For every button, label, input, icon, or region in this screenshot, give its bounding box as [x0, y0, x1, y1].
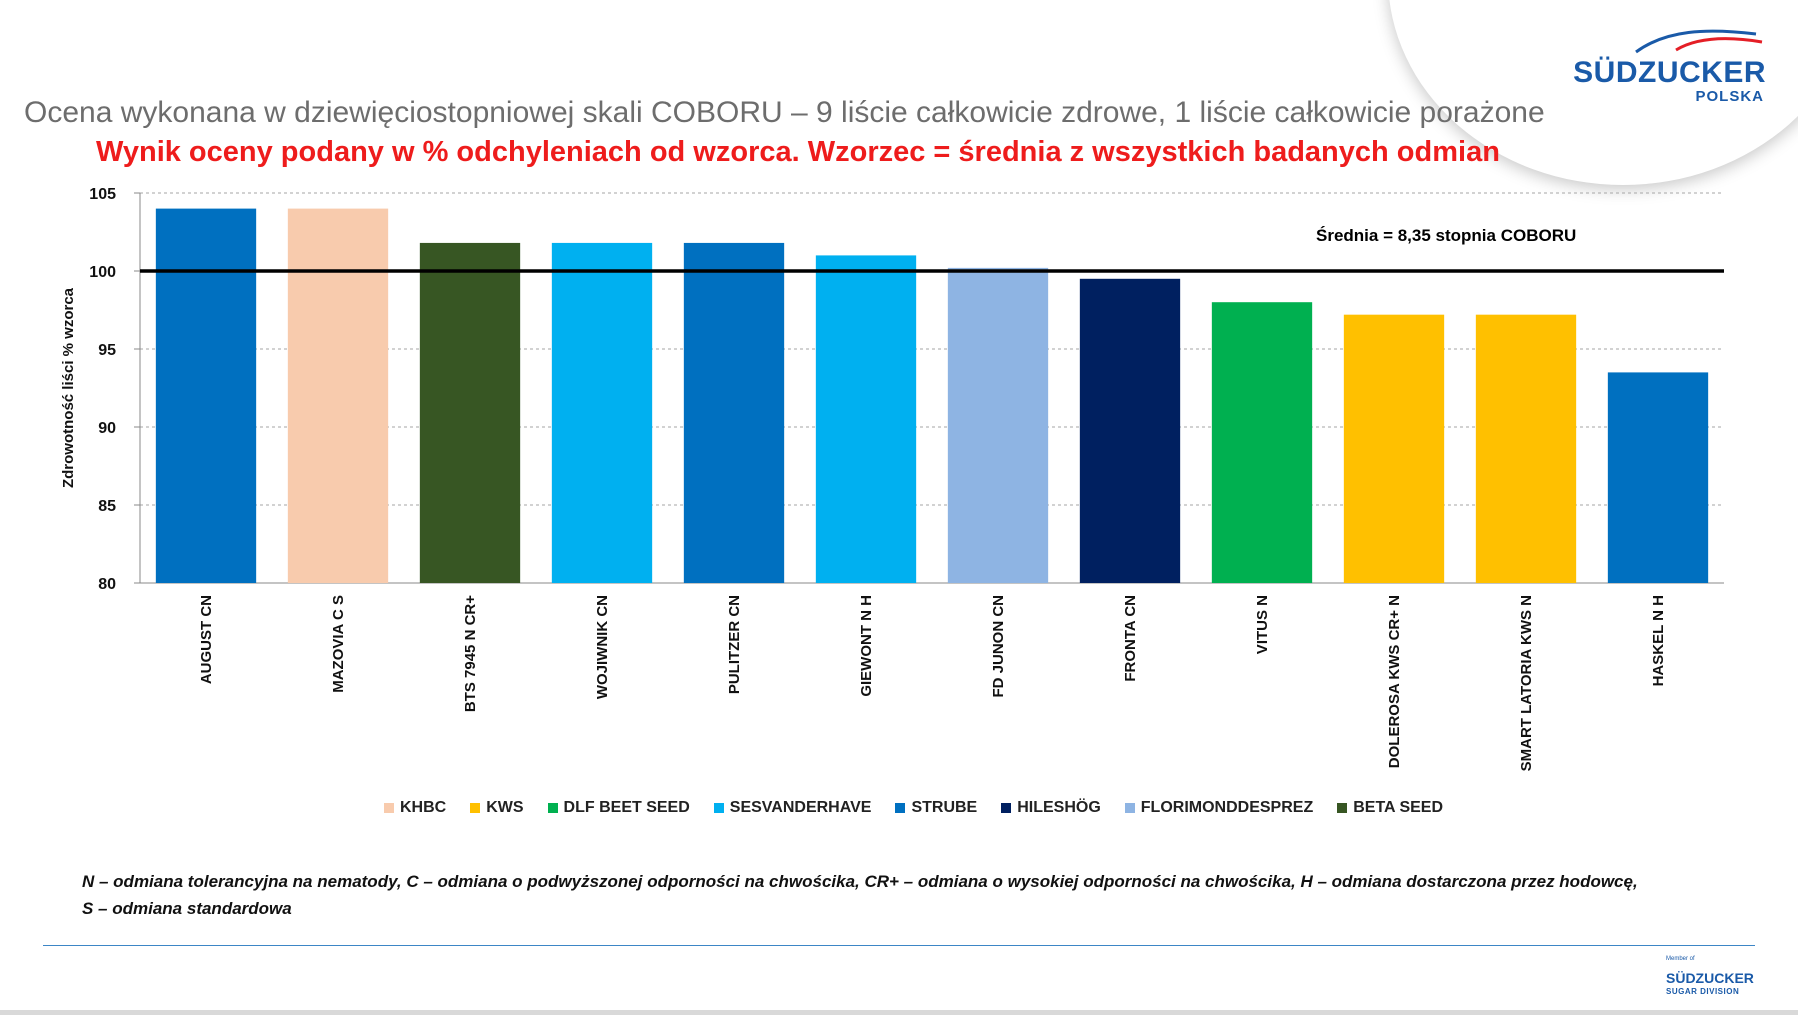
- bar: [947, 267, 1049, 583]
- legend-swatch: [547, 803, 558, 813]
- x-tick-label: BTS 7945 N CR+: [462, 595, 479, 712]
- bar: [287, 208, 389, 583]
- bar: [1475, 314, 1577, 583]
- bar: [815, 255, 917, 583]
- logo-swoosh-icon: [1635, 29, 1763, 54]
- chart-legend: KHBC KWS DLF BEET SEED SESVANDERHAVE STRUBE H…: [384, 799, 1443, 817]
- bar: [1607, 372, 1709, 583]
- logo-bottom-name: SÜDZUCKER: [1666, 970, 1754, 986]
- legend-item: STRUBE: [895, 799, 977, 817]
- bar: [683, 242, 785, 584]
- y-tick-label: 100: [89, 264, 116, 281]
- legend-item: DLF BEET SEED: [547, 799, 690, 817]
- bottom-bar: [0, 1010, 1798, 1015]
- logo-member-text: Member of: [1666, 956, 1695, 962]
- sudzucker-sugar-division-logo: Member of SÜDZUCKER SUGAR DIVISION: [1666, 956, 1756, 1002]
- legend-item: BETA SEED: [1337, 799, 1443, 817]
- y-axis-label: Zdrowotność liści % wzorca: [60, 287, 77, 488]
- y-tick-label: 85: [98, 498, 116, 515]
- reference-line-label: Średnia = 8,35 stopnia COBORU: [1316, 226, 1576, 245]
- x-tick-label: WOJIWNIK CN: [594, 595, 611, 699]
- x-tick-label: SMART LATORIA KWS N: [1518, 595, 1535, 771]
- x-tick-label: AUGUST CN: [198, 595, 215, 684]
- legend-label: KHBC: [400, 799, 447, 816]
- legend-label: HILESHÖG: [1017, 799, 1101, 816]
- x-tick-label: PULITZER CN: [726, 595, 743, 694]
- legend-label: BETA SEED: [1353, 799, 1444, 816]
- footer-divider: [43, 945, 1755, 946]
- legend-swatch: [713, 803, 724, 813]
- legend-swatch: [470, 803, 481, 813]
- sudzucker-polska-logo: SÜDZUCKER POLSKA: [1573, 26, 1766, 105]
- bar: [419, 242, 521, 584]
- y-tick-label: 90: [98, 420, 116, 437]
- legend-label: DLF BEET SEED: [563, 799, 690, 816]
- x-tick-label: DOLEROSA KWS CR+ N: [1386, 595, 1403, 768]
- bar: [155, 208, 257, 583]
- legend-swatch: [384, 803, 394, 813]
- y-tick-label: 105: [89, 186, 116, 203]
- legend-label: STRUBE: [911, 799, 978, 816]
- page-subtitle: Ocena wykonana w dziewięciostopniowej sk…: [24, 96, 1545, 129]
- bar: [1079, 278, 1181, 583]
- legend-item: SESVANDERHAVE: [713, 799, 872, 817]
- logo-name: SÜDZUCKER: [1573, 56, 1766, 89]
- x-tick-label: GIEWONT N H: [858, 595, 875, 697]
- logo-subtitle: POLSKA: [1695, 88, 1764, 105]
- y-tick-label: 80: [98, 576, 116, 593]
- footnote-line-2: S – odmiana standardowa: [82, 899, 292, 918]
- x-tick-label: HASKEL N H: [1650, 595, 1667, 686]
- bar-chart: 80 85 90 95 100 105 Zdrowotność liści % wzorca…: [60, 186, 1724, 771]
- legend-label: FLORIMONDDESPREZ: [1140, 799, 1314, 816]
- x-tick-label: MAZOVIA C S: [330, 595, 347, 693]
- y-tick-label: 95: [98, 342, 116, 359]
- legend-item: KWS: [470, 799, 524, 817]
- legend-swatch: [1124, 803, 1135, 813]
- footnote: N – odmiana tolerancyjna na nematody, C …: [82, 868, 1638, 922]
- legend-item: HILESHÖG: [1001, 799, 1101, 817]
- legend-item: KHBC: [384, 799, 446, 817]
- bar: [1211, 302, 1313, 583]
- legend-item: FLORIMONDDESPREZ: [1124, 799, 1314, 817]
- legend-swatch: [1001, 803, 1012, 813]
- footnote-line-1: N – odmiana tolerancyjna na nematody, C …: [82, 872, 1638, 891]
- legend-label: KWS: [486, 799, 524, 816]
- bar: [1343, 314, 1445, 583]
- x-tick-label: FD JUNON CN: [990, 595, 1007, 698]
- x-tick-label: VITUS N: [1254, 595, 1271, 654]
- legend-swatch: [1337, 803, 1348, 813]
- x-tick-label: FRONTA CN: [1122, 595, 1139, 682]
- page-title: Wynik oceny podany w % odchyleniach od w…: [96, 136, 1500, 168]
- logo-bottom-subtitle: SUGAR DIVISION: [1666, 987, 1740, 996]
- legend-label: SESVANDERHAVE: [729, 799, 872, 816]
- legend-swatch: [895, 803, 906, 813]
- bar: [551, 242, 653, 584]
